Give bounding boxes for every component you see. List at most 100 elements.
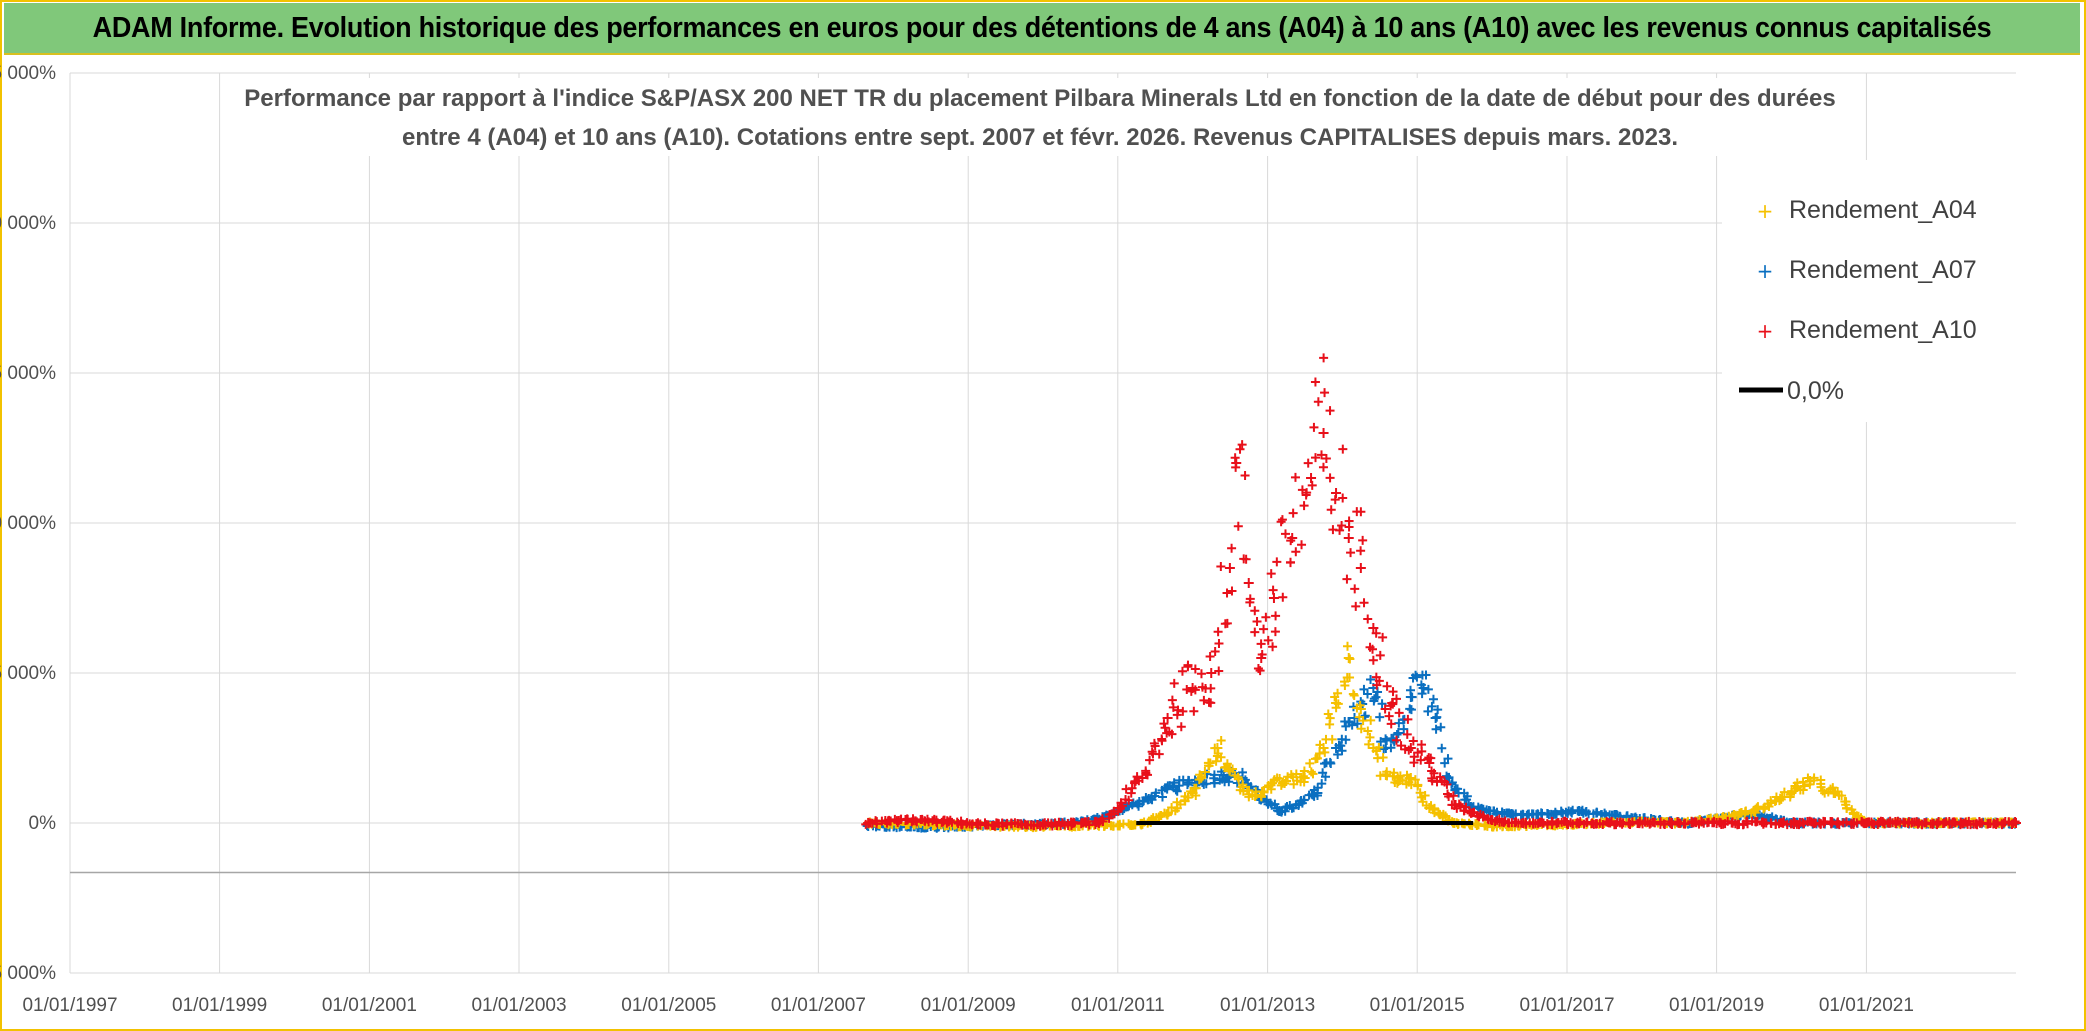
data-point [1222, 588, 1232, 598]
data-point [1363, 726, 1373, 736]
data-point [1375, 650, 1385, 660]
data-point [1433, 705, 1443, 715]
data-point [1134, 776, 1144, 786]
data-point [1342, 574, 1352, 584]
data-point [1182, 685, 1192, 695]
data-point [1461, 802, 1471, 812]
data-point [1231, 462, 1241, 472]
data-point [1214, 639, 1224, 649]
data-point [1347, 720, 1357, 730]
data-point [1259, 624, 1269, 634]
data-point [1302, 488, 1312, 498]
data-point [1360, 711, 1370, 721]
data-point [1386, 743, 1396, 753]
data-point [1318, 462, 1328, 472]
data-point [1432, 712, 1442, 722]
data-point [1447, 778, 1457, 788]
data-point [1261, 612, 1271, 622]
data-point [1440, 758, 1450, 768]
data-point [1343, 641, 1352, 651]
data-point [1344, 516, 1354, 526]
data-point [1435, 772, 1445, 782]
data-point [1320, 388, 1330, 398]
data-point [1371, 692, 1381, 702]
y-tick-label: 20 000% [0, 213, 56, 234]
data-point [1311, 453, 1321, 463]
data-point [1183, 793, 1193, 803]
data-point [1393, 728, 1404, 738]
data-point [1417, 740, 1427, 750]
data-point [1280, 529, 1290, 539]
data-point [1259, 787, 1269, 797]
data-point [1268, 642, 1278, 652]
data-point [1391, 735, 1401, 745]
data-point [1154, 749, 1164, 759]
data-point [1286, 557, 1296, 567]
x-tick-label: 01/01/2013 [1220, 995, 1315, 1016]
data-point [1211, 756, 1221, 766]
data-point [1206, 698, 1216, 708]
data-point [1224, 777, 1234, 787]
data-point [1325, 713, 1335, 723]
data-point [1190, 664, 1200, 674]
data-point [1478, 811, 1488, 821]
data-point [1243, 578, 1254, 588]
data-point [1842, 804, 1852, 814]
data-point [1306, 767, 1316, 777]
data-point [1143, 770, 1152, 780]
data-point [1323, 709, 1333, 719]
data-point [1317, 779, 1327, 789]
data-point [1343, 533, 1354, 543]
legend-background [1722, 160, 2018, 422]
data-point [1330, 495, 1340, 505]
x-tick-label: 01/01/2015 [1370, 995, 1465, 1016]
data-point [1409, 758, 1419, 768]
data-point [1186, 686, 1196, 696]
data-point [1321, 453, 1331, 463]
data-point [1333, 699, 1343, 709]
data-point [1375, 712, 1385, 722]
data-point [1363, 614, 1373, 624]
y-axis: -5 000% 0% 5 000% 10 000% 15 000% 20 000% 25 0… [0, 63, 56, 984]
data-point [1201, 779, 1211, 789]
data-point [1426, 753, 1436, 763]
subtitle-background [240, 78, 1840, 156]
y-tick-label: 0% [29, 813, 57, 834]
data-point [1406, 705, 1416, 715]
data-point [1728, 818, 1738, 828]
data-point [1230, 453, 1240, 463]
data-point [1315, 748, 1325, 758]
x-tick-label: 01/01/2011 [1071, 995, 1165, 1016]
data-point [1124, 795, 1134, 805]
data-point [1388, 687, 1398, 697]
legend-label-zero: 0,0% [1787, 377, 1844, 405]
data-point [1345, 672, 1355, 682]
data-point [1410, 775, 1420, 785]
data-point [1233, 521, 1243, 531]
data-point [1267, 800, 1277, 810]
data-point [1378, 632, 1388, 642]
data-point [1403, 714, 1413, 724]
data-point [1404, 745, 1414, 755]
data-point [1317, 450, 1326, 460]
data-point [1117, 801, 1127, 811]
data-point [1454, 799, 1464, 809]
data-point [1160, 723, 1170, 733]
x-tick-label: 01/01/2017 [1519, 995, 1614, 1016]
data-point [1266, 784, 1276, 794]
series-rendement-a10 [861, 353, 2021, 831]
data-point [1241, 554, 1251, 564]
data-point [1299, 777, 1309, 787]
data-point [1303, 458, 1313, 468]
page-title: ADAM Informe. Evolution historique des p… [92, 12, 1992, 44]
x-tick-label: 01/01/1997 [22, 995, 117, 1016]
data-point [1358, 716, 1368, 726]
data-point [1291, 547, 1301, 557]
data-point [1436, 722, 1446, 732]
data-point [1325, 473, 1335, 483]
data-point [1741, 806, 1751, 816]
data-point [1227, 543, 1237, 553]
data-point [1222, 618, 1232, 628]
data-point [1277, 515, 1287, 525]
data-point [1312, 790, 1322, 800]
